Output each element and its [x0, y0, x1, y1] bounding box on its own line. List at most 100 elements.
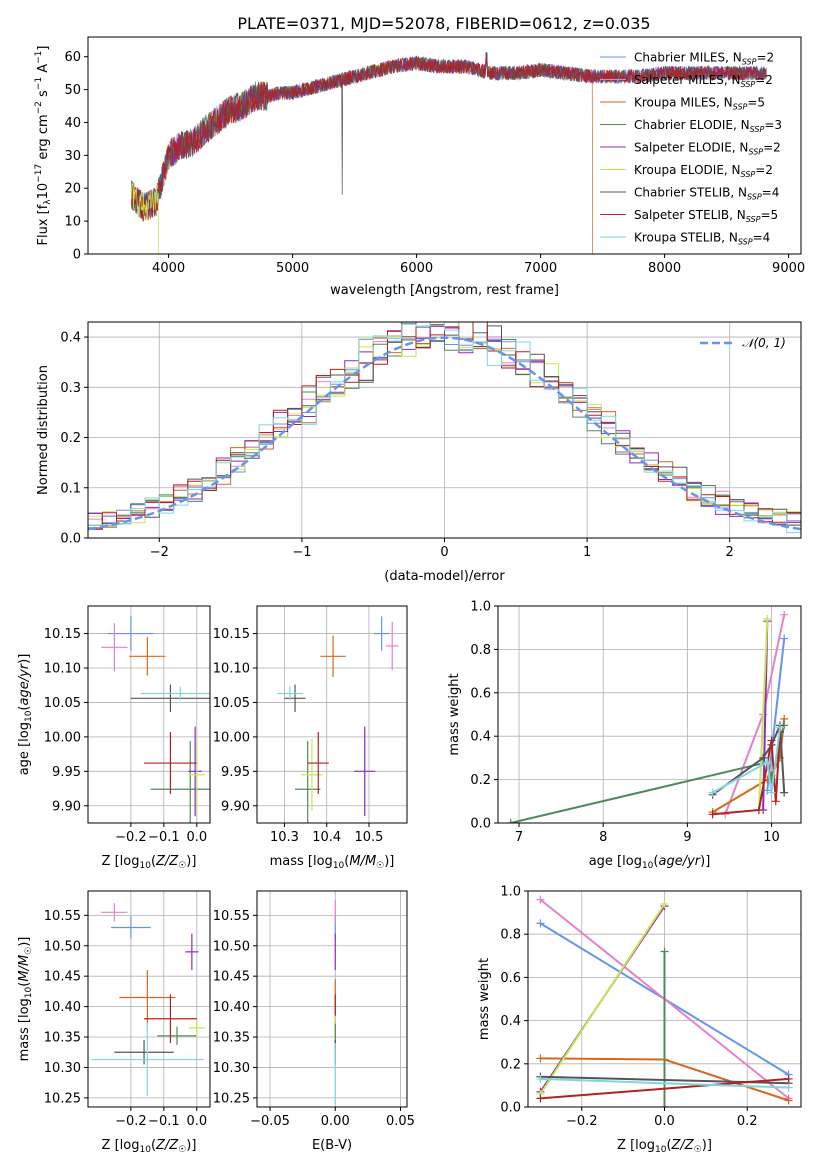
axes: −0.2 −0.1 0.0 9.90 9.95 10.00 10.05 10.10 10.15 Z…: [17, 605, 211, 871]
tick-label-x: 1: [583, 545, 591, 560]
weight-marker-7: [784, 1074, 793, 1083]
panel-age_vs_mass: 10.3 10.4 10.5 9.90 9.95 10.00 10.05 10.10 10.15…: [213, 605, 408, 871]
tick-label-y: 10.35: [213, 1031, 250, 1046]
legend-entry-1: Salpeter MILES, NSSP=2: [634, 73, 773, 89]
y-axis-label: Flux [fλ10−17 erg cm−2 s−1 A−1]: [34, 46, 53, 246]
tick-label-y: 50: [64, 83, 81, 98]
tick-label-y: 0.4: [470, 730, 491, 745]
tick-label-y: 0.8: [470, 643, 491, 658]
tick-label-y: 0.4: [500, 1014, 521, 1029]
y-axis-label: mass weight: [447, 673, 462, 755]
tick-label-x: 0.0: [186, 830, 207, 845]
panel-weight_vs_age: 7 8 9 10 0.0 0.2 0.4 0.6 0.8 1.0 age [log10(age/yr…: [447, 600, 802, 871]
weight-marker-8: [767, 788, 776, 797]
x-axis-label: (data-model)/error: [384, 569, 505, 584]
tick-label-y: 0.6: [470, 686, 491, 701]
x-axis-label: Z [log10(Z/Z☉)]: [102, 854, 197, 871]
y-axis-label: Normed distribution: [36, 365, 51, 495]
tick-label-y: 0.3: [60, 381, 81, 396]
tick-label-y: 0.2: [500, 1057, 521, 1072]
tick-label-x: −2: [150, 545, 169, 560]
axes: −0.2 −0.1 0.0 10.25 10.30 10.35 10.40 10.45 10.5…: [17, 890, 211, 1155]
weight-marker-7: [771, 797, 780, 806]
weight-marker-8: [784, 1083, 793, 1092]
tick-label-y: 0.2: [470, 773, 491, 788]
x-axis-label: wavelength [Angstrom, rest frame]: [330, 283, 559, 298]
legend-entry-0: Chabrier MILES, NSSP=2: [634, 51, 774, 67]
tick-label-x: 4000: [152, 261, 185, 276]
weight-line-5: [539, 903, 666, 1095]
tick-label-x: 0.05: [386, 1114, 415, 1129]
weight-marker-8: [536, 1074, 545, 1083]
weight-line-0: [766, 638, 786, 791]
y-axis-label: age [log10(age/yr)]: [17, 654, 34, 776]
x-axis-label: Z [log10(Z/Z☉)]: [102, 1138, 197, 1155]
x-axis-label: E(B-V): [312, 1138, 352, 1153]
x-axis-label: age [log10(age/yr)]: [589, 854, 711, 871]
tick-label-y: 0.0: [500, 1101, 521, 1116]
tick-label-y: 10.50: [44, 939, 81, 954]
weight-marker-3: [506, 819, 515, 823]
x-axis-label: mass [log10(M/M☉)]: [270, 854, 395, 871]
weight-marker-7: [708, 810, 717, 819]
tick-label-y: 9.90: [221, 799, 250, 814]
weight-marker-7: [767, 736, 776, 745]
tick-label-y: 0.4: [60, 331, 81, 346]
axes: 10.3 10.4 10.5 9.90 9.95 10.00 10.05 10.10 10.15…: [213, 605, 408, 871]
tick-label-y: 10: [64, 215, 81, 230]
tick-label-x: 0.0: [654, 1114, 675, 1129]
weight-marker-8: [763, 758, 772, 767]
tick-label-y: 10.50: [213, 939, 250, 954]
tick-label-y: 10.00: [213, 730, 250, 745]
axes: 4000 5000 6000 7000 8000 9000 0 10 20 30 40 50 60 wav…: [34, 36, 805, 298]
tick-label-y: 0.0: [470, 817, 491, 832]
panel-spectrum: 4000 5000 6000 7000 8000 9000 0 10 20 30 40 50 60 wav…: [34, 36, 805, 298]
weight-marker-7: [536, 1094, 545, 1103]
plot-area: [101, 616, 210, 823]
weight-marker-5: [660, 899, 669, 908]
panel-mass_vs_ebv: −0.05 0.00 0.05 10.25 10.30 10.35 10.40 10.45 10…: [213, 890, 415, 1153]
tick-label-y: 10.00: [44, 730, 81, 745]
legend-entry-4: Salpeter ELODIE, NSSP=2: [634, 141, 781, 157]
plot-area: [88, 322, 801, 534]
weight-marker-6: [759, 753, 768, 762]
tick-label-x: −0.1: [148, 1114, 180, 1129]
tick-label-x: 0.2: [737, 1114, 758, 1129]
weight-marker-0: [780, 634, 789, 643]
weight-marker-8: [775, 723, 784, 732]
legend-entry-3: Chabrier ELODIE, NSSP=3: [634, 118, 782, 134]
plot-area: [131, 52, 767, 254]
tick-label-y: 10.25: [44, 1091, 81, 1106]
y-axis-label: mass [log10(M/M☉)]: [17, 937, 34, 1062]
axes: −0.2 0.0 0.2 0.0 0.2 0.4 0.6 0.8 1.0 Z [log10(Z/Z…: [477, 885, 802, 1155]
weight-line-5: [757, 618, 769, 811]
tick-label-y: 10.10: [44, 662, 81, 677]
axes: 7 8 9 10 0.0 0.2 0.4 0.6 0.8 1.0 age [log10(age/yr…: [447, 600, 802, 871]
axes: −2 −1 0 1 2 0.0 0.1 0.2 0.3 0.4 𝒩(0, 1) (data-model…: [36, 321, 802, 584]
axes-frame: [497, 605, 802, 824]
plot-layer: 4000 5000 6000 7000 8000 90000102030405060wav…: [17, 36, 805, 1155]
legend-entry-6: Chabrier STELIB, NSSP=4: [634, 186, 779, 202]
tick-label-y: 10.35: [44, 1031, 81, 1046]
tick-label-x: 7000: [524, 261, 557, 276]
tick-label-y: 10.10: [213, 662, 250, 677]
tick-label-y: 0.6: [500, 971, 521, 986]
tick-label-x: 10.3: [270, 830, 299, 845]
panel-age_vs_Z: −0.2 −0.1 0.0 9.90 9.95 10.00 10.05 10.10 10.15 Z…: [17, 605, 211, 871]
axes: −0.05 0.00 0.05 10.25 10.30 10.35 10.40 10.45 10…: [213, 890, 415, 1153]
weight-marker-6: [780, 788, 789, 797]
tick-label-x: −0.1: [148, 830, 180, 845]
weight-marker-1: [536, 895, 545, 904]
tick-label-y: 10.45: [213, 970, 250, 985]
tick-label-x: 2: [726, 545, 734, 560]
tick-label-y: 10.55: [44, 909, 81, 924]
axes-frame: [87, 36, 802, 255]
tick-label-y: 20: [64, 182, 81, 197]
tick-label-x: 10.4: [312, 830, 341, 845]
plot-area: [277, 616, 399, 823]
weight-marker-3: [660, 947, 669, 956]
tick-label-y: 10.15: [213, 627, 250, 642]
tick-label-y: 9.95: [221, 765, 250, 780]
tick-label-y: 60: [64, 50, 81, 65]
tick-label-y: 0.2: [60, 431, 81, 446]
